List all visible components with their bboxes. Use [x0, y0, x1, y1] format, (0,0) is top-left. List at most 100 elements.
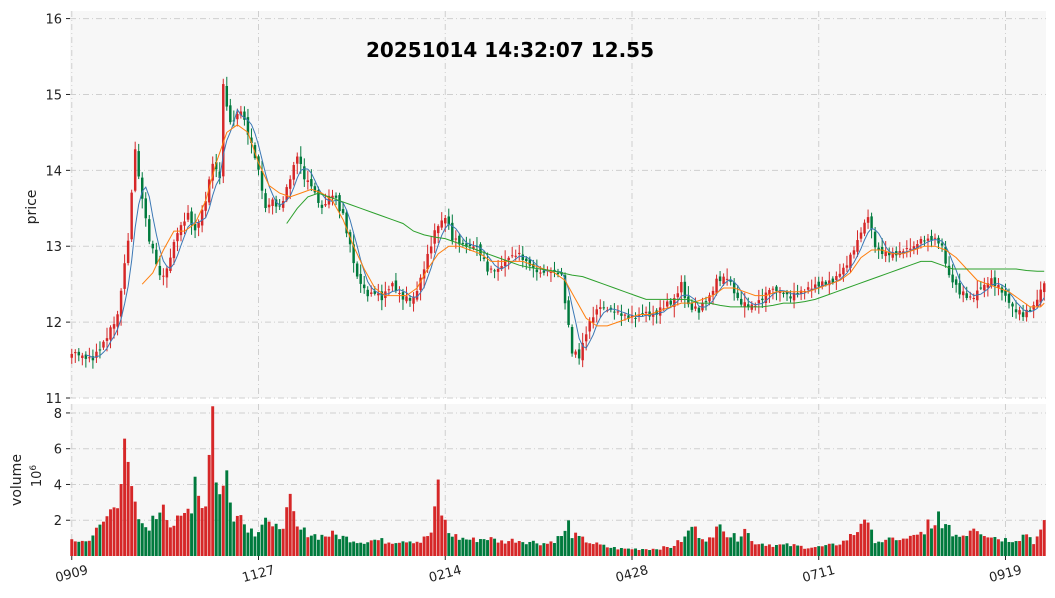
- candle-body: [725, 278, 729, 280]
- volume-bar: [1018, 541, 1022, 556]
- candle-body: [873, 231, 877, 248]
- candle-body: [715, 278, 718, 293]
- candle-body: [676, 293, 680, 298]
- volume-bar: [859, 523, 863, 556]
- volume-bar: [130, 486, 134, 556]
- candle-body: [845, 265, 849, 268]
- volume-bar: [683, 536, 687, 556]
- volume-bar: [168, 527, 172, 556]
- volume-bar: [634, 548, 637, 556]
- volume-bar: [165, 520, 169, 556]
- volume-bar: [655, 549, 659, 556]
- volume-bar: [560, 536, 563, 556]
- volume-bar: [112, 507, 116, 556]
- ma5-line: [85, 108, 1045, 359]
- candle-body: [74, 352, 77, 354]
- volume-bar: [412, 543, 415, 556]
- candle-body: [126, 240, 130, 264]
- candle-body: [828, 280, 831, 286]
- volume-bar: [218, 494, 222, 556]
- volume-bar: [669, 547, 673, 556]
- volume-bar: [968, 530, 972, 556]
- volume-bar: [493, 538, 497, 556]
- candle-body: [468, 244, 472, 247]
- volume-bar: [267, 521, 271, 556]
- volume-bar: [151, 515, 155, 556]
- volume-bar: [161, 504, 165, 556]
- candle-body: [613, 311, 616, 313]
- candle-body: [313, 186, 317, 193]
- volume-bar: [891, 537, 895, 556]
- volume-bar: [327, 536, 331, 556]
- volume-bar: [225, 470, 229, 556]
- volume-bar: [475, 542, 479, 556]
- candle-body: [387, 289, 391, 291]
- candle-body: [821, 281, 824, 287]
- volume-bar: [894, 540, 898, 556]
- volume-bar: [257, 532, 260, 556]
- candle-body: [496, 268, 500, 272]
- volume-bar: [915, 534, 919, 556]
- candle-body: [1011, 303, 1014, 307]
- volume-bar: [323, 536, 327, 556]
- candle-body: [690, 303, 694, 310]
- volume-bar: [676, 540, 680, 556]
- candle-body: [377, 293, 380, 296]
- candle-body: [370, 292, 373, 294]
- candle-body: [651, 313, 655, 317]
- volume-bar: [877, 541, 881, 556]
- candle-body: [169, 257, 172, 271]
- candle-body: [905, 248, 909, 250]
- candle-body: [856, 240, 859, 252]
- candle-body: [824, 281, 828, 285]
- x-tick-label: 0909: [54, 563, 90, 586]
- candle-body: [186, 212, 190, 220]
- volume-bar: [443, 519, 447, 556]
- volume-bar: [80, 540, 84, 556]
- candle-body: [891, 252, 894, 258]
- volume-bar: [366, 542, 370, 556]
- volume-bar: [144, 527, 148, 556]
- candle-body: [806, 287, 810, 290]
- candle-body: [359, 273, 362, 284]
- volume-bar: [285, 507, 289, 556]
- volume-bar: [810, 547, 814, 556]
- volume-bar: [623, 548, 627, 556]
- volume-bar: [482, 539, 486, 556]
- volume-bar: [331, 530, 334, 556]
- volume-bar: [715, 526, 719, 556]
- volume-bar: [848, 533, 852, 556]
- candle-body: [916, 244, 919, 249]
- candle-body: [842, 267, 845, 275]
- candle-body: [162, 275, 165, 277]
- volume-bar: [806, 548, 810, 556]
- volume-bar: [789, 546, 793, 556]
- candle-body: [1004, 290, 1007, 296]
- volume-bar: [426, 536, 430, 556]
- candle-body: [140, 177, 144, 199]
- volume-bar: [729, 537, 733, 556]
- candle-body: [102, 341, 105, 348]
- price-tick-label: 13: [45, 240, 62, 255]
- volume-bar: [383, 543, 387, 556]
- volume-bar: [73, 541, 77, 556]
- volume-bar: [817, 546, 821, 556]
- volume-bar: [123, 438, 127, 556]
- volume-bar: [567, 520, 571, 556]
- volume-bar: [947, 524, 951, 556]
- candle-body: [556, 272, 560, 275]
- volume-bar: [722, 531, 726, 556]
- candle-body: [137, 151, 140, 177]
- candle-body: [440, 220, 443, 228]
- volume-bar: [644, 549, 648, 556]
- candle-body: [109, 327, 112, 340]
- volume-bar: [176, 515, 179, 556]
- volume-bar: [207, 454, 211, 556]
- price-axis-label: price: [24, 190, 40, 225]
- volume-bar: [394, 543, 398, 556]
- candle-body: [599, 307, 602, 309]
- volume-bar: [937, 511, 940, 556]
- candle-body: [525, 258, 528, 261]
- candle-body: [736, 292, 739, 299]
- volume-tick-label: 6: [54, 443, 62, 458]
